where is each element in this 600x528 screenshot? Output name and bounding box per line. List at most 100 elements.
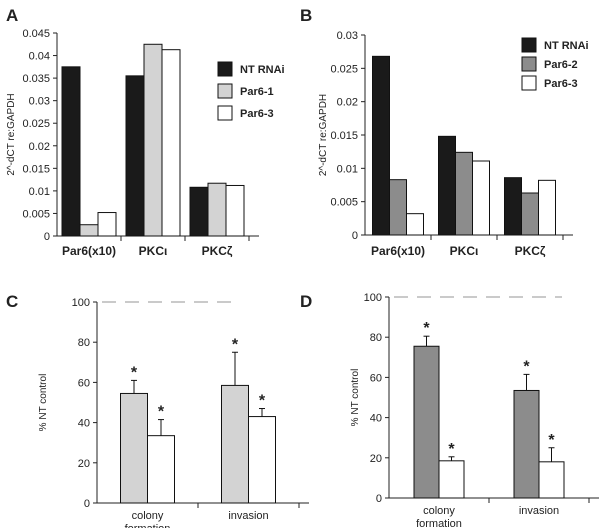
y-tick-label: 20 <box>370 453 382 465</box>
bar <box>61 66 81 237</box>
x-category-label: formation <box>125 523 171 528</box>
y-axis-title: % NT control <box>350 369 361 427</box>
significance-star: * <box>158 404 165 421</box>
bar <box>413 345 440 499</box>
bar <box>538 461 565 499</box>
y-tick-label: 0 <box>376 493 382 505</box>
legend-entry: Par6-3 <box>240 108 274 120</box>
legend-entry: NT RNAi <box>240 64 285 76</box>
x-category-label: colony <box>132 510 164 522</box>
y-tick-label: 40 <box>370 413 382 425</box>
y-tick-label: 0.005 <box>330 197 358 209</box>
y-tick-label: 100 <box>72 297 90 309</box>
bar <box>125 75 145 237</box>
y-tick-label: 0 <box>84 498 90 510</box>
panel-b-chart: B 0 0.005 0.01 0.015 0.02 0.025 0.03 2^-dCT re:G… <box>300 6 589 258</box>
y-tick-label: 0 <box>44 231 50 243</box>
y-tick-label: 80 <box>78 337 90 349</box>
significance-star: * <box>548 432 555 449</box>
legend-entry: Par6-3 <box>544 78 578 90</box>
y-tick-label: 0.03 <box>29 96 50 108</box>
x-category-label: colony <box>423 505 455 517</box>
y-tick-label: 0.035 <box>22 73 50 85</box>
y-tick-label: 0.015 <box>22 163 50 175</box>
x-category-label: formation <box>416 518 462 528</box>
bar <box>438 460 465 499</box>
bar <box>406 213 424 236</box>
y-tick-label: 0.02 <box>29 141 50 153</box>
legend-entry: Par6-1 <box>240 86 274 98</box>
panel-a-chart: A 0 0.005 0.01 0.015 0.02 0.025 0.03 0.035 0.04 0.… <box>6 6 285 258</box>
panel-label: D <box>300 292 312 311</box>
y-tick-label: 0.01 <box>337 163 358 175</box>
significance-star: * <box>232 336 239 353</box>
y-tick-label: 0 <box>352 230 358 242</box>
bar <box>521 192 539 236</box>
x-category-label: Par6(x10) <box>371 244 425 258</box>
bar <box>207 182 227 237</box>
x-category-label: invasion <box>519 505 559 517</box>
legend-entry: Par6-2 <box>544 59 578 71</box>
bar <box>161 49 181 237</box>
y-tick-label: 20 <box>78 458 90 470</box>
x-category-label: PKCζ <box>515 244 546 258</box>
y-tick-label: 0.01 <box>29 186 50 198</box>
x-category-label: PKCι <box>450 244 479 258</box>
significance-star: * <box>131 364 138 381</box>
legend-swatch <box>217 105 233 121</box>
x-category-label: Par6(x10) <box>62 244 116 258</box>
legend-swatch <box>521 37 537 53</box>
bar <box>79 224 99 237</box>
bar <box>143 43 163 237</box>
y-tick-label: 80 <box>370 332 382 344</box>
y-tick-label: 60 <box>78 377 90 389</box>
panel-label: A <box>6 6 18 25</box>
legend-swatch <box>521 56 537 72</box>
x-category-label: PKCζ <box>202 244 233 258</box>
significance-star: * <box>423 320 430 337</box>
panel-label: B <box>300 6 312 25</box>
bar <box>513 389 540 499</box>
y-tick-label: 0.025 <box>330 63 358 75</box>
bar <box>455 151 473 236</box>
x-category-label: invasion <box>228 510 268 522</box>
panel-label: C <box>6 292 18 311</box>
bar <box>389 179 407 236</box>
legend-entry: NT RNAi <box>544 40 589 52</box>
legend-swatch <box>217 83 233 99</box>
bar <box>97 212 117 237</box>
legend-swatch <box>217 61 233 77</box>
bar <box>225 184 245 237</box>
y-tick-label: 100 <box>364 292 382 304</box>
bar <box>538 179 556 236</box>
y-tick-label: 0.015 <box>330 130 358 142</box>
bar <box>372 55 390 236</box>
y-axis-title: % NT control <box>38 374 49 432</box>
panel-c-chart: C 0 20 40 60 80 100 % NT control * * colonyformati… <box>6 292 309 528</box>
bar <box>221 384 249 504</box>
y-tick-label: 0.025 <box>22 118 50 130</box>
y-tick-label: 60 <box>370 372 382 384</box>
y-tick-label: 0.005 <box>22 208 50 220</box>
bar <box>147 435 175 504</box>
significance-star: * <box>523 358 530 375</box>
y-axis-title: 2^-dCT re:GAPDH <box>6 93 17 175</box>
y-axis-title: 2^-dCT re:GAPDH <box>318 94 329 176</box>
legend-swatch <box>521 75 537 91</box>
significance-star: * <box>259 393 266 410</box>
y-tick-label: 0.045 <box>22 28 50 40</box>
y-tick-label: 0.04 <box>29 51 50 63</box>
bar <box>504 177 522 236</box>
bar <box>438 135 456 236</box>
bar <box>189 186 209 237</box>
bar <box>248 416 276 504</box>
bar <box>472 160 490 236</box>
y-tick-label: 0.03 <box>337 30 358 42</box>
significance-star: * <box>448 441 455 458</box>
bar <box>120 392 148 504</box>
y-tick-label: 0.02 <box>337 97 358 109</box>
y-tick-label: 40 <box>78 418 90 430</box>
x-category-label: PKCι <box>139 244 168 258</box>
panel-d-chart: D 0 20 40 60 80 100 % NT control * * colonyformati… <box>300 292 599 528</box>
